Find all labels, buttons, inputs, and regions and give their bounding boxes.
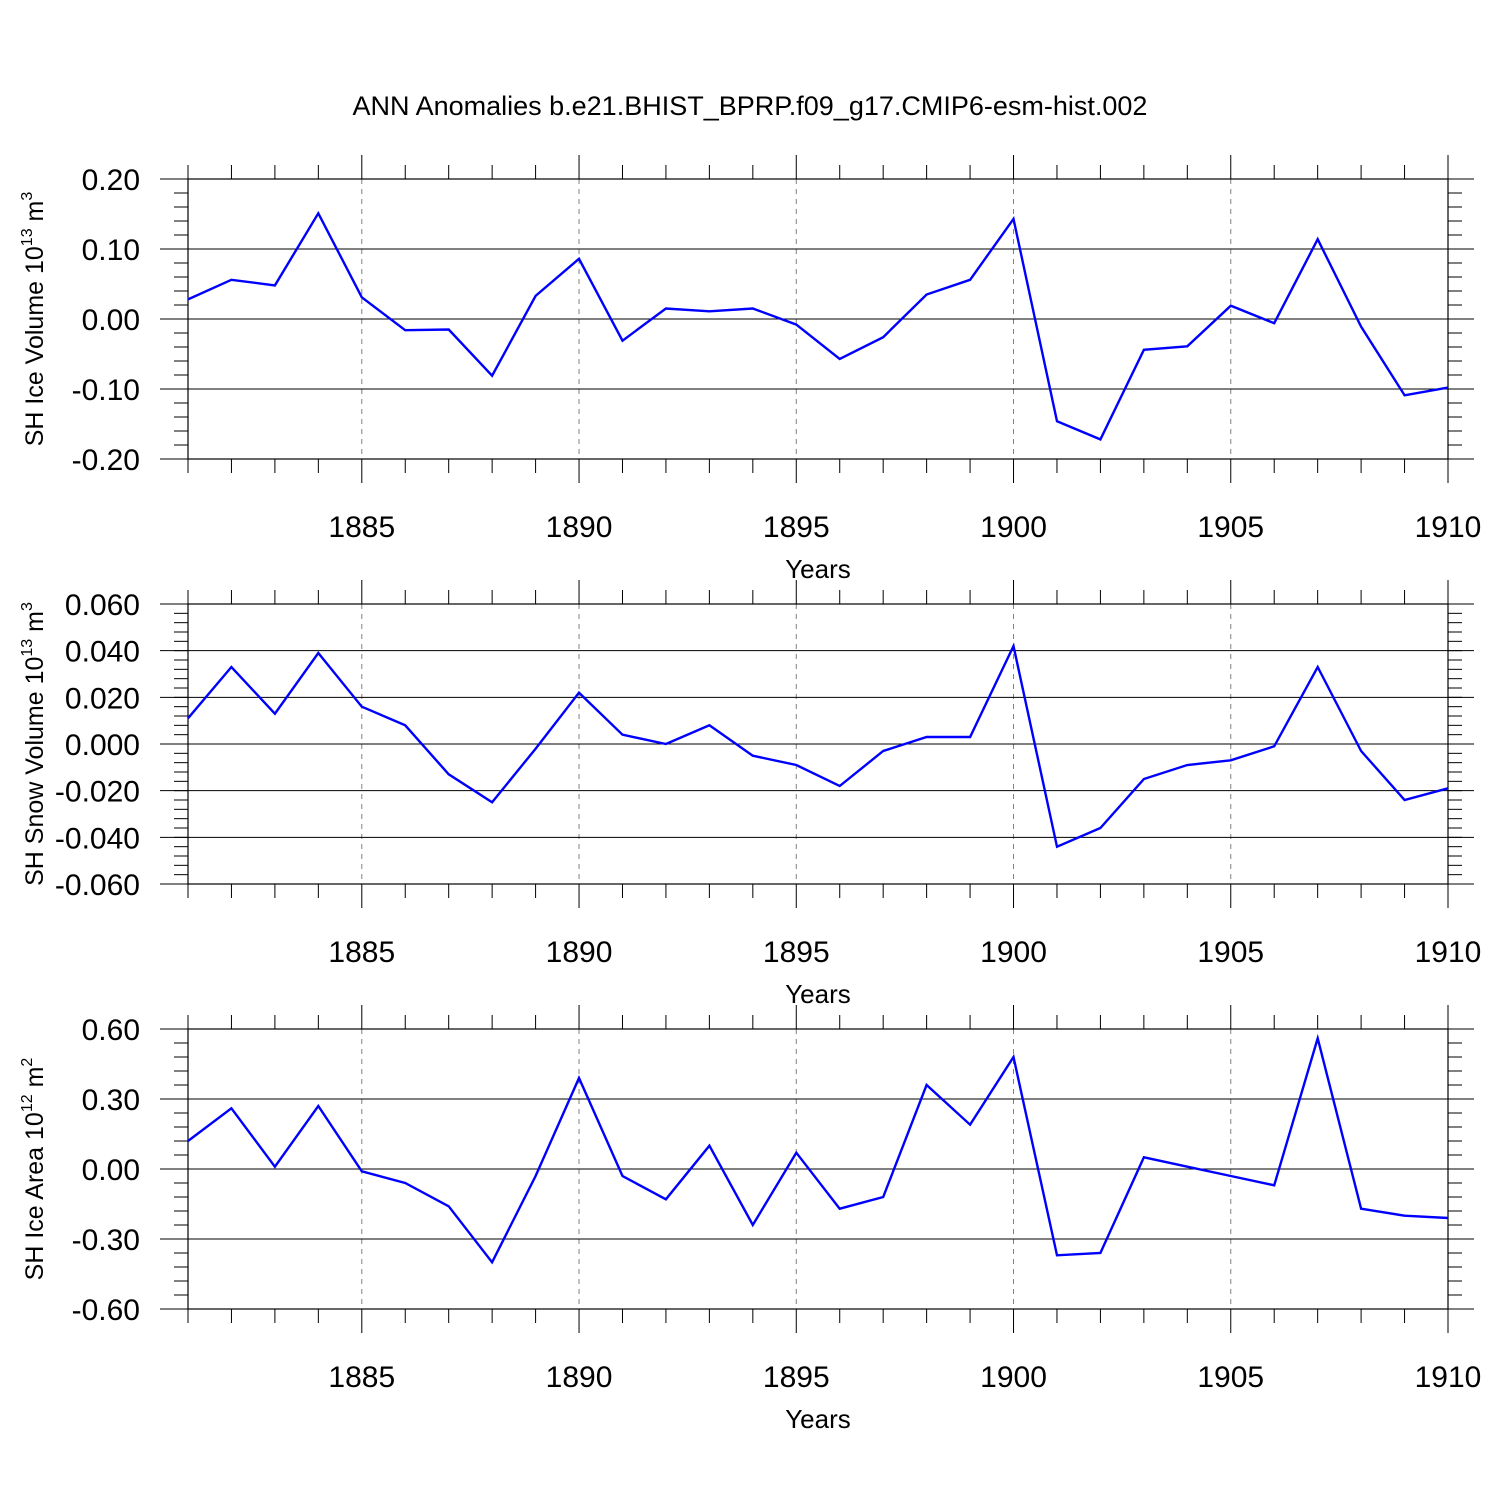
y-axis-title: SH Ice Volume 1013 m3: [19, 192, 49, 447]
x-tick-label: 1905: [1197, 1361, 1264, 1394]
x-tick-label: 1900: [980, 511, 1047, 544]
x-tick-label: 1900: [980, 936, 1047, 969]
y-tick-label: 0.000: [65, 729, 140, 762]
y-tick-label: -0.10: [72, 374, 140, 407]
y-axis-title: SH Ice Area 1012 m2: [19, 1058, 49, 1281]
x-axis-title: Years: [785, 554, 851, 584]
x-tick-label: 1895: [763, 1361, 830, 1394]
y-tick-label: -0.040: [55, 822, 140, 855]
x-tick-label: 1890: [546, 1361, 613, 1394]
x-axis-title: Years: [785, 979, 851, 1009]
y-tick-label: -0.60: [72, 1294, 140, 1327]
y-tick-label: 0.00: [82, 304, 140, 337]
y-axis-title-superscript: 13: [19, 228, 36, 246]
x-tick-label: 1900: [980, 1361, 1047, 1394]
y-axis-title-superscript: 3: [19, 192, 36, 201]
plot-frame: [187, 178, 1449, 460]
x-axis-title: Years: [785, 1404, 851, 1434]
panel-2: -0.060 -0.040 -0.020 0.000 0.020 0.040 0.060 18…: [19, 580, 1481, 1009]
x-tick-label: 1905: [1197, 511, 1264, 544]
y-tick-label: -0.20: [72, 444, 140, 477]
y-axis-title: SH Snow Volume 1013 m3: [19, 602, 49, 886]
series-line: [187, 642, 1449, 849]
y-tick-label: 0.060: [65, 589, 140, 622]
x-tick-label: 1885: [328, 511, 395, 544]
series-line: [187, 1033, 1449, 1265]
y-tick-label: 0.10: [82, 234, 140, 267]
x-tick-label: 1910: [1415, 1361, 1482, 1394]
y-axis-title-part: SH Snow Volume 10: [21, 657, 49, 886]
y-axis-title-part: SH Ice Volume 10: [21, 246, 49, 446]
y-tick-label: -0.060: [55, 869, 140, 902]
y-axis-title-part: SH Ice Area 10: [21, 1112, 49, 1280]
y-tick-label: -0.30: [72, 1224, 140, 1257]
x-tick-label: 1895: [763, 511, 830, 544]
y-tick-label: 0.040: [65, 636, 140, 669]
x-tick-label: 1905: [1197, 936, 1264, 969]
y-axis-title-part: m: [21, 1067, 49, 1095]
panel-3: -0.60 -0.30 0.00 0.30 0.60 1885 1890 1895 1900 19…: [19, 1005, 1481, 1434]
y-tick-label: 0.20: [82, 164, 140, 197]
y-axis-title-superscript: 12: [19, 1094, 36, 1112]
y-axis-title-superscript: 3: [19, 602, 36, 611]
x-tick-label: 1890: [546, 511, 613, 544]
y-axis-title-superscript: 13: [19, 639, 36, 657]
x-tick-label: 1885: [328, 936, 395, 969]
chart-title: ANN Anomalies b.e21.BHIST_BPRP.f09_g17.C…: [353, 91, 1148, 121]
y-tick-label: 0.00: [82, 1154, 140, 1187]
y-tick-label: 0.60: [82, 1014, 140, 1047]
series-line: [187, 210, 1449, 441]
x-tick-label: 1910: [1415, 936, 1482, 969]
x-tick-label: 1890: [546, 936, 613, 969]
y-axis-title-part: m: [21, 201, 49, 229]
y-axis-title-part: m: [21, 611, 49, 639]
y-axis-title-superscript: 2: [19, 1058, 36, 1067]
y-tick-label: 0.020: [65, 682, 140, 715]
plot-frame: [187, 1028, 1449, 1310]
panel-1: -0.20 -0.10 0.00 0.10 0.20 1885 1890 1895 1900 19…: [19, 155, 1481, 584]
y-tick-label: -0.020: [55, 776, 140, 809]
y-tick-label: 0.30: [82, 1084, 140, 1117]
x-tick-label: 1885: [328, 1361, 395, 1394]
x-tick-label: 1895: [763, 936, 830, 969]
x-tick-label: 1910: [1415, 511, 1482, 544]
panels: -0.20 -0.10 0.00 0.10 0.20 1885 1890 1895 1900 19…: [19, 155, 1481, 1434]
plot-frame: [187, 603, 1449, 885]
